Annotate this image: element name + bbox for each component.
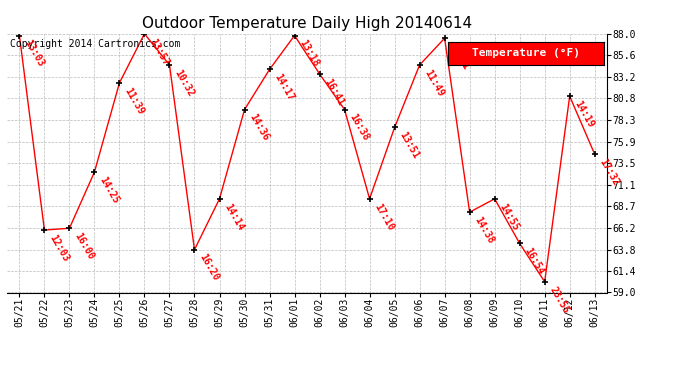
Title: Outdoor Temperature Daily High 20140614: Outdoor Temperature Daily High 20140614 xyxy=(142,16,472,31)
Text: Copyright 2014 Cartronics.com: Copyright 2014 Cartronics.com xyxy=(10,39,180,49)
Text: 12:41: 12:41 xyxy=(447,41,471,71)
Text: 16:00: 16:00 xyxy=(72,231,95,261)
Text: 14:38: 14:38 xyxy=(473,215,495,245)
Text: 11:49: 11:49 xyxy=(422,68,446,98)
Text: 14:14: 14:14 xyxy=(222,202,246,232)
Text: 17:32: 17:32 xyxy=(598,157,621,188)
Text: 13:57: 13:57 xyxy=(147,36,170,67)
Text: 14:17: 14:17 xyxy=(273,72,295,103)
Text: 11:39: 11:39 xyxy=(122,86,146,116)
Text: 13:18: 13:18 xyxy=(297,38,321,69)
Text: 14:19: 14:19 xyxy=(573,99,595,129)
Text: 16:20: 16:20 xyxy=(197,252,221,283)
Text: 17:10: 17:10 xyxy=(373,202,395,232)
Text: 10:32: 10:32 xyxy=(172,68,195,98)
Text: 14:25: 14:25 xyxy=(97,175,121,205)
Text: 16:54: 16:54 xyxy=(522,246,546,277)
Text: 12:03: 12:03 xyxy=(47,233,70,263)
Text: 16:41: 16:41 xyxy=(322,76,346,107)
Text: 16:38: 16:38 xyxy=(347,112,371,143)
Text: 14:36: 14:36 xyxy=(247,112,270,143)
Text: 23:55: 23:55 xyxy=(547,285,571,315)
Text: 13:51: 13:51 xyxy=(397,130,421,160)
Text: 14:55: 14:55 xyxy=(497,202,521,232)
Text: 13:03: 13:03 xyxy=(22,38,46,69)
